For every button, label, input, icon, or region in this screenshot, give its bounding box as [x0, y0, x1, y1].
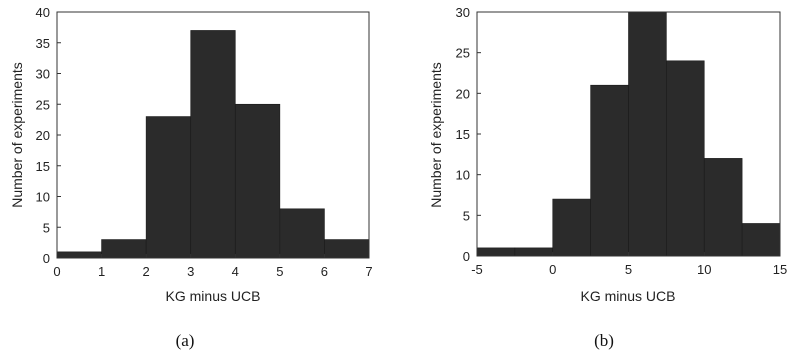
panel-b-caption: (b)	[594, 331, 614, 350]
panel-a-y-tick-label-1: 5	[43, 220, 50, 235]
panel-a-bar-4	[234, 103, 281, 259]
panel-b-bar-0	[476, 247, 516, 257]
panel-a-bar-2	[145, 116, 192, 259]
panel-a-x-tick-label-1: 1	[98, 264, 105, 279]
panel-b-y-tick-label-5: 25	[456, 46, 470, 61]
panel-a-y-tick-label-0: 0	[43, 251, 50, 266]
panel-a-x-tick-label-6: 6	[321, 264, 328, 279]
panel-b-bars	[476, 11, 781, 257]
panel-a-y-tick-label-3: 15	[36, 159, 50, 174]
panel-a-x-tick-label-0: 0	[53, 264, 60, 279]
panel-a-bar-0	[56, 251, 102, 259]
panel-b-y-tick-label-2: 10	[456, 168, 470, 183]
panel-a-x-tick-label-5: 5	[276, 264, 283, 279]
panel-b-x-tick-label-0: -5	[471, 262, 483, 277]
panel-a-x-tick-label-4: 4	[232, 264, 239, 279]
panel-b-bar-1	[514, 247, 554, 257]
panel-a-bars	[56, 30, 370, 259]
panel-b-bar-3	[590, 84, 629, 257]
panel-b-bar-7	[741, 223, 781, 257]
panel-a-y-ticks: 0 5 10 15 20 25 30 35 40	[36, 5, 61, 266]
panel-a-bar-3	[190, 30, 236, 259]
panel-b-x-ticks: -5 0 5 10 15	[471, 252, 787, 277]
panel-b-y-tick-label-1: 5	[463, 208, 470, 223]
panel-b-y-tick-label-6: 30	[456, 5, 470, 20]
panel-b-x-tick-label-1: 0	[549, 262, 556, 277]
panel-a-y-tick-label-2: 10	[36, 190, 50, 205]
panel-a-y-tick-label-7: 35	[36, 36, 50, 51]
panel-b-x-tick-label-3: 10	[697, 262, 711, 277]
panel-a-x-axis-label: KG minus UCB	[166, 288, 261, 304]
panel-a-y-tick-label-8: 40	[36, 5, 50, 20]
panel-a-y-tick-label-6: 30	[36, 67, 50, 82]
panel-b-bar-6	[703, 158, 743, 257]
panel-b-bar-2	[552, 198, 591, 257]
panel-b-bar-5	[666, 60, 705, 257]
panel-b-x-tick-label-2: 5	[625, 262, 632, 277]
panel-b-y-tick-label-0: 0	[463, 249, 470, 264]
panel-a-bar-5	[279, 208, 325, 259]
panel-a-y-axis-label: Number of experiments	[9, 62, 25, 208]
panel-a-x-ticks: 0 1 2 3 4 5 6 7	[53, 254, 373, 279]
panel-b-y-axis-label: Number of experiments	[428, 62, 444, 208]
panel-a-x-tick-label-7: 7	[365, 264, 372, 279]
panel-a-y-tick-label-4: 20	[36, 128, 50, 143]
panel-a-caption: (a)	[176, 331, 195, 350]
panel-b-bar-4	[628, 11, 667, 257]
panel-a-y-tick-label-5: 25	[36, 97, 50, 112]
panel-a-bar-6	[324, 239, 370, 259]
panel-a-x-tick-label-3: 3	[187, 264, 194, 279]
histogram-panel-a: 0 1 2 3 4 5 6 7 0 5 10 15 20 25 30 35 40 KG minus UCB N…	[9, 5, 373, 350]
panel-b-y-tick-label-3: 15	[456, 127, 470, 142]
panel-b-y-tick-label-4: 20	[456, 86, 470, 101]
panel-a-x-tick-label-2: 2	[143, 264, 150, 279]
panel-a-bar-1	[101, 239, 147, 259]
panel-b-x-axis-label: KG minus UCB	[581, 288, 676, 304]
panel-b-x-tick-label-4: 15	[773, 262, 787, 277]
panel-b-y-ticks: 0 5 10 15 20 25 30	[456, 5, 481, 264]
